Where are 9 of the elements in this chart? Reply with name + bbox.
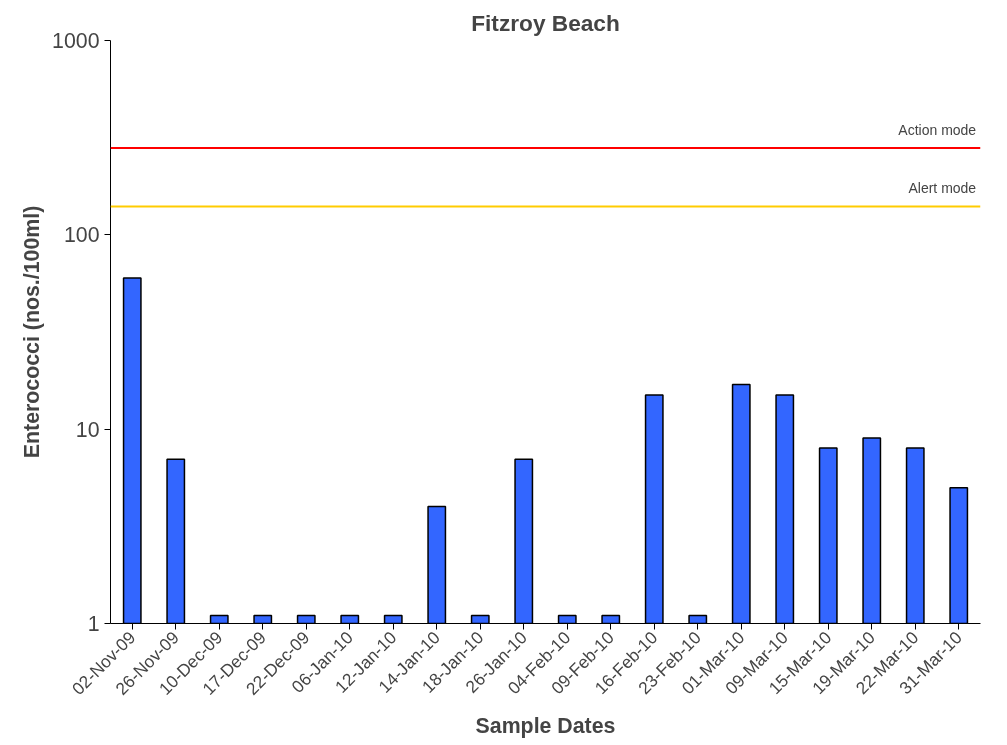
ref-line-label: Action mode [898,121,977,138]
x-axis-title: Sample Dates [475,713,616,738]
y-tick-label: 1 [87,612,100,636]
y-tick-label: 100 [63,223,100,248]
chart-title: Fitzroy Beach [471,9,620,36]
y-tick-label: 10 [75,417,100,442]
y-axis-title: Enterococci (nos./100ml) [20,205,45,459]
y-tick-label: 1000 [52,29,100,53]
ref-line-label: Alert mode [908,180,977,197]
